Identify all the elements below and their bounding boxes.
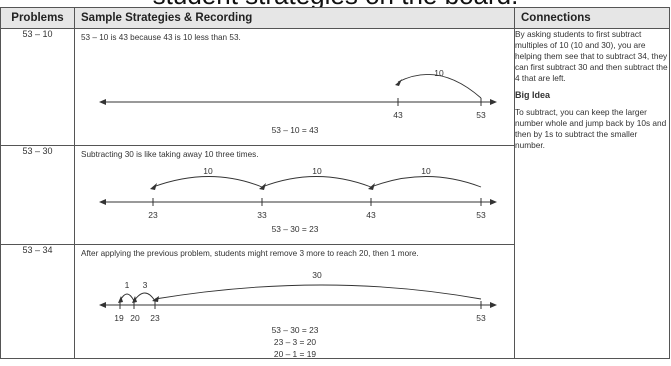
tick-label: 20 [130, 313, 140, 323]
jump-arc [152, 176, 263, 188]
page-caption: student strategies on the board. [0, 0, 671, 11]
connections-cell: By asking students to first subtract mul… [514, 28, 670, 359]
strategy-cell: Subtracting 30 is like taking away 10 th… [74, 145, 515, 245]
strategy-cell: 53 – 10 is 43 because 43 is 10 less than… [74, 28, 515, 146]
header-problems: Problems [0, 7, 75, 29]
big-idea-text: To subtract, you can keep the larger num… [515, 107, 667, 150]
problem-cell: 53 – 30 [0, 145, 75, 245]
tick-label: 33 [257, 210, 267, 220]
arrowhead-icon [150, 183, 157, 190]
number-line: 1 3 30 19 20 23 53 [99, 270, 497, 323]
arrowhead-icon [259, 183, 266, 190]
number-line: 10 10 10 23 33 43 53 [99, 166, 497, 220]
jump-label: 30 [312, 270, 322, 280]
big-idea-title: Big Idea [515, 90, 551, 100]
connections-paragraph: By asking students to first subtract mul… [515, 29, 668, 83]
header-connections: Connections [514, 7, 670, 29]
right-arrow-icon [490, 99, 497, 105]
table-row: 53 – 34 After applying the previous prob… [0, 244, 670, 360]
strategies-table: Problems Sample Strategies & Recording C… [0, 7, 670, 359]
problem-cell: 53 – 34 [0, 244, 75, 359]
jump-arc [154, 284, 482, 300]
strategy-note: 53 – 10 is 43 because 43 is 10 less than… [81, 33, 241, 42]
tick-label: 23 [148, 210, 158, 220]
jump-label: 10 [434, 68, 444, 78]
arrowhead-icon [368, 183, 375, 190]
arrowhead-icon [118, 296, 123, 303]
jump-label: 10 [421, 166, 431, 176]
tick-label: 43 [393, 110, 403, 120]
tick-label: 53 [476, 313, 486, 323]
table-row: 53 – 10 53 – 10 is 43 because 43 is 10 l… [0, 28, 670, 359]
tick-label: 53 [476, 110, 486, 120]
table-row: 53 – 30 Subtracting 30 is like taking aw… [0, 145, 670, 245]
jump-label: 3 [143, 280, 148, 290]
arrowhead-icon [152, 296, 159, 302]
tick-label: 43 [366, 210, 376, 220]
jump-label: 1 [125, 280, 130, 290]
arrowhead-icon [395, 79, 402, 86]
equations: 53 – 30 = 23 23 – 3 = 20 20 – 1 = 19 [235, 324, 355, 360]
equation: 23 – 3 = 20 [273, 337, 317, 347]
equations: 53 – 30 = 23 [235, 223, 355, 235]
jump-arc [370, 176, 482, 188]
tick-label: 23 [150, 313, 160, 323]
jump-label: 10 [203, 166, 213, 176]
tick-label: 53 [476, 210, 486, 220]
left-arrow-icon [99, 99, 106, 105]
problem-cell: 53 – 10 [0, 28, 75, 146]
left-arrow-icon [99, 302, 106, 308]
strategy-note: After applying the previous problem, stu… [81, 249, 419, 258]
jump-label: 10 [312, 166, 322, 176]
equation: 53 – 30 = 23 [271, 325, 319, 335]
left-arrow-icon [99, 199, 106, 205]
jump-arc [133, 292, 156, 302]
equation: 53 – 30 = 23 [271, 224, 319, 234]
right-arrow-icon [490, 302, 497, 308]
equation: 53 – 10 = 43 [271, 125, 319, 135]
tick-label: 19 [114, 313, 124, 323]
jump-arc [261, 176, 372, 188]
jump-arc [397, 74, 482, 99]
strategy-note: Subtracting 30 is like taking away 10 th… [81, 150, 259, 159]
right-arrow-icon [490, 199, 497, 205]
number-line: 10 43 53 [99, 68, 497, 120]
strategy-cell: After applying the previous problem, stu… [74, 244, 515, 360]
arrowhead-icon [132, 296, 137, 303]
equations: 53 – 10 = 43 [235, 124, 355, 136]
equation: 20 – 1 = 19 [273, 349, 317, 359]
header-strategies: Sample Strategies & Recording [74, 7, 515, 29]
